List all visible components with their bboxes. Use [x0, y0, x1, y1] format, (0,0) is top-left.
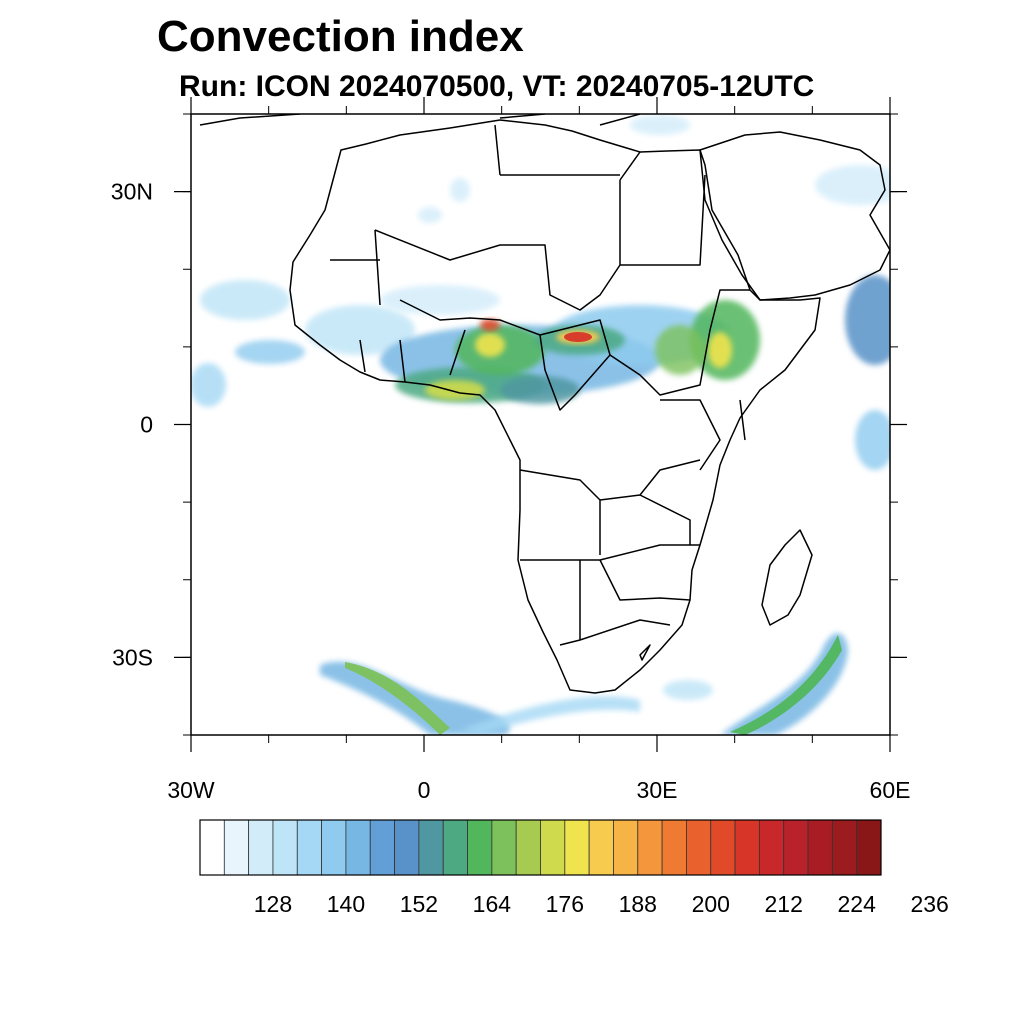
colorbar-tick-label: 212	[765, 891, 803, 917]
colorbar-swatch	[540, 819, 566, 876]
convection-blob	[418, 207, 442, 223]
colorbar-swatch	[491, 819, 517, 876]
colorbar-swatch	[442, 819, 468, 876]
convection-band	[720, 633, 848, 735]
colorbar-tick-label: 188	[619, 891, 657, 917]
border	[330, 124, 750, 411]
colorbar-swatch	[394, 819, 420, 876]
colorbar-swatch	[321, 819, 347, 876]
colorbar-tick-label: 128	[254, 891, 292, 917]
colorbar-tick-label: 176	[546, 891, 584, 917]
colorbar-swatch	[710, 819, 736, 876]
colorbar-swatch	[272, 819, 298, 876]
convection-blob	[815, 165, 890, 205]
convection-blob	[450, 178, 470, 202]
convection-blob	[425, 380, 485, 400]
lon-tick-label: 30W	[167, 777, 215, 803]
colorbar-swatch	[199, 819, 225, 876]
convection-blob	[630, 115, 690, 135]
convection-blob	[235, 340, 305, 364]
lat-tick-label: 30N	[111, 179, 153, 205]
convection-blob	[663, 680, 713, 700]
colorbar-swatch	[831, 819, 858, 876]
europe-coastline	[199, 114, 641, 126]
colorbar-swatch	[661, 819, 687, 876]
colorbar-swatch	[856, 819, 882, 876]
convection-blob	[380, 285, 500, 315]
colorbar-swatch	[637, 819, 663, 876]
colorbar-swatch	[223, 819, 250, 876]
convection-band	[345, 662, 450, 735]
lon-tick-label: 30E	[637, 777, 678, 803]
lat-tick-label: 30S	[112, 644, 153, 670]
axis-ticks: 30N 0 30S 30W 0 30E 60E	[111, 97, 911, 803]
colorbar-swatch	[613, 819, 639, 876]
convection-blob	[480, 319, 500, 331]
convection-blob	[708, 332, 732, 368]
colorbar-swatch	[248, 819, 274, 876]
convection-blob	[855, 410, 890, 470]
convection-blob	[500, 376, 580, 404]
lat-tick-label: 0	[140, 412, 153, 438]
colorbar-swatch	[807, 819, 833, 876]
lon-tick-label: 0	[418, 777, 431, 803]
colorbar-swatch	[515, 819, 541, 876]
convection-blob	[655, 325, 705, 375]
africa-coastline	[289, 119, 821, 694]
colorbar-swatch	[369, 819, 395, 876]
convection-blob	[564, 332, 592, 342]
convection-blob	[191, 363, 226, 407]
arabia-coastline	[699, 131, 890, 301]
colorbar-swatch	[686, 819, 712, 876]
colorbar-swatch	[345, 819, 371, 876]
colorbar: 128 140 152 164 176 188 200 212 224 236	[199, 819, 949, 917]
chart-title: Convection index	[157, 12, 524, 61]
colorbar-swatch	[588, 819, 614, 876]
colorbar-tick-label: 200	[692, 891, 730, 917]
colorbar-swatch	[783, 819, 809, 876]
map-frame	[190, 113, 891, 736]
colorbar-tick-label: 140	[327, 891, 365, 917]
colorbar-swatch	[734, 819, 760, 876]
colorbar-tick-label: 236	[910, 891, 948, 917]
colorbar-tick-label: 152	[400, 891, 438, 917]
border	[519, 399, 746, 661]
colorbar-frame	[199, 819, 882, 876]
colorbar-swatch	[758, 819, 785, 876]
convection-blob	[305, 305, 415, 355]
convection-blob	[845, 275, 890, 365]
chart-subtitle: Run: ICON 2024070500, VT: 20240705-12UTC	[179, 70, 815, 103]
colorbar-swatch	[296, 819, 323, 876]
convection-blob	[200, 280, 290, 320]
convection-band	[460, 696, 640, 735]
lon-tick-label: 60E	[870, 777, 911, 803]
colorbar-swatch	[564, 819, 590, 876]
colorbar-tick-label: 224	[837, 891, 876, 917]
coastlines	[199, 114, 890, 694]
colorbar-tick-label: 164	[473, 891, 512, 917]
convection-field	[191, 115, 890, 735]
colorbar-swatch	[467, 819, 493, 876]
colorbar-swatch	[418, 819, 444, 876]
convection-blob	[475, 333, 505, 357]
madagascar-coastline	[761, 529, 813, 626]
